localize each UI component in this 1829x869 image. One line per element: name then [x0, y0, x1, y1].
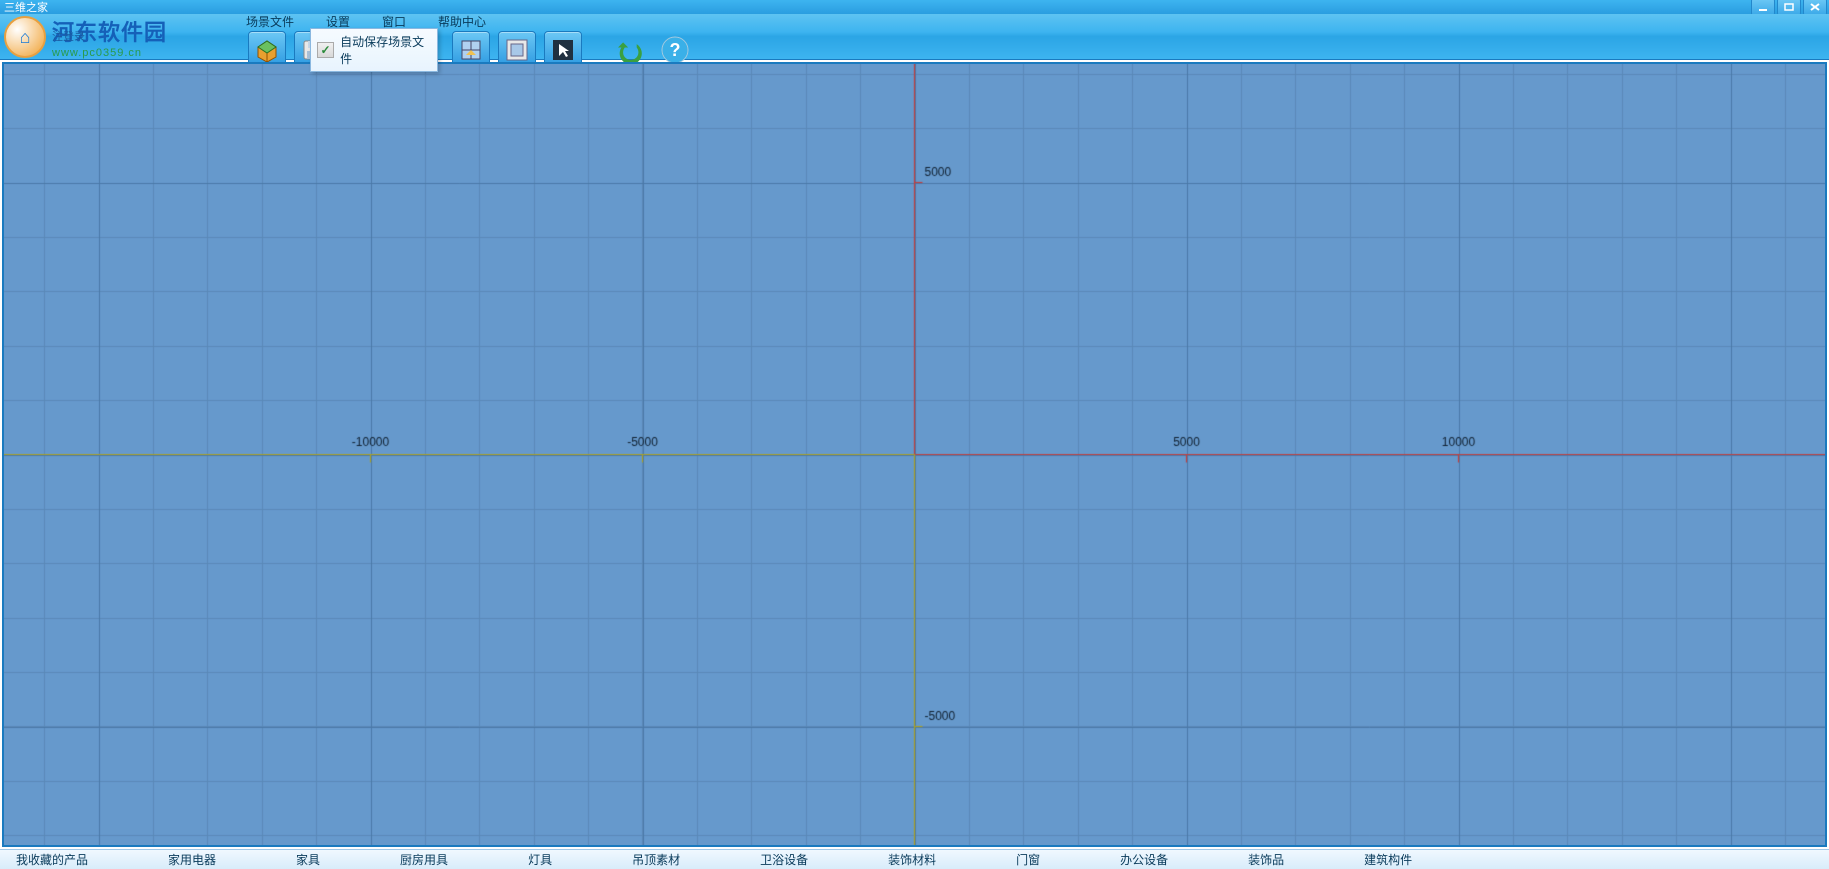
grid-canvas[interactable]	[4, 64, 1825, 845]
check-icon: ✓	[317, 42, 334, 58]
cat-appliances[interactable]: 家用电器	[128, 851, 256, 868]
category-bar: 我收藏的产品 家用电器 家具 厨房用具 灯具 吊顶素材 卫浴设备 装饰材料 门窗…	[0, 849, 1829, 869]
cube-icon	[252, 35, 282, 65]
dropdown-autosave[interactable]: ✓ 自动保存场景文件	[311, 29, 437, 71]
menu-settings[interactable]: 设置	[320, 13, 356, 30]
logo-icon: ⌂	[4, 16, 46, 58]
cat-office[interactable]: 办公设备	[1080, 851, 1208, 868]
cat-ceiling[interactable]: 吊顶素材	[592, 851, 720, 868]
main-menu: 场景文件 设置 窗口 帮助中心	[240, 14, 492, 28]
menu-window[interactable]: 窗口	[376, 13, 412, 30]
cat-building[interactable]: 建筑构件	[1324, 851, 1452, 868]
watermark-url: www.pc0359.cn	[52, 47, 167, 59]
cat-furniture[interactable]: 家具	[256, 851, 360, 868]
menu-help-center[interactable]: 帮助中心	[432, 13, 492, 30]
menubar: ⌂ 注登录 河东软件园 www.pc0359.cn 场景文件 设置 窗口 帮助中…	[0, 14, 1829, 60]
dropdown-autosave-label: 自动保存场景文件	[340, 33, 431, 67]
cat-lighting[interactable]: 灯具	[488, 851, 592, 868]
cat-favorites[interactable]: 我收藏的产品	[0, 851, 128, 868]
viewport[interactable]	[2, 62, 1827, 847]
cat-doors-windows[interactable]: 门窗	[976, 851, 1080, 868]
app-title: 三维之家	[4, 0, 48, 15]
cursor-icon	[548, 35, 578, 65]
help-icon: ?	[660, 35, 690, 65]
cat-bathroom[interactable]: 卫浴设备	[720, 851, 848, 868]
watermark-logo: ⌂ 注登录 河东软件园 www.pc0359.cn	[0, 14, 240, 60]
undo-icon	[614, 35, 644, 65]
menu-scene-file[interactable]: 场景文件	[240, 13, 300, 30]
login-link[interactable]: 注登录	[52, 28, 85, 44]
frame-icon	[502, 35, 532, 65]
cat-deco-materials[interactable]: 装饰材料	[848, 851, 976, 868]
cat-kitchen[interactable]: 厨房用具	[360, 851, 488, 868]
settings-dropdown: ✓ 自动保存场景文件	[310, 28, 438, 72]
svg-text:?: ?	[670, 40, 681, 60]
cat-ornaments[interactable]: 装饰品	[1208, 851, 1324, 868]
window-icon	[456, 35, 486, 65]
